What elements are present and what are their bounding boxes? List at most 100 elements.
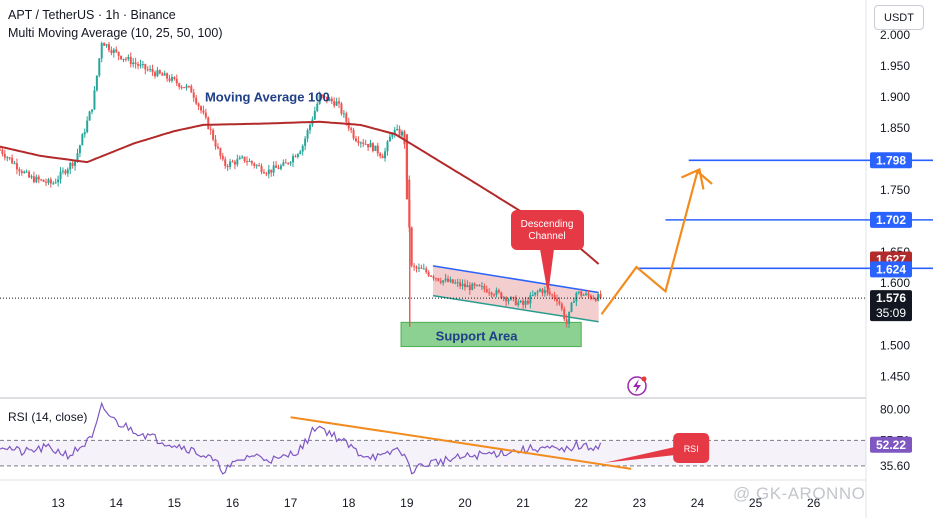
- candle-body: [318, 94, 321, 104]
- candle-body: [374, 145, 377, 151]
- candle-body: [95, 75, 98, 91]
- candle-body: [226, 166, 229, 168]
- rsi-tag-label: RSI: [684, 444, 699, 454]
- candle-body: [284, 162, 287, 164]
- candle-body: [137, 64, 140, 66]
- candle-body: [107, 44, 110, 51]
- candle-body: [430, 275, 433, 277]
- rsi-tag-box: [673, 433, 710, 463]
- candle-body: [599, 294, 602, 299]
- x-tick-label: 16: [226, 496, 240, 510]
- candle-body: [376, 145, 379, 154]
- candle-body: [308, 124, 311, 131]
- y-tick-label: 1.500: [880, 338, 910, 352]
- candles-group: [0, 41, 602, 328]
- symbol-title[interactable]: APT / TetherUS · 1h · Binance: [8, 8, 176, 22]
- price-axis-label: 1.702: [876, 213, 906, 227]
- candle-body: [531, 295, 534, 297]
- candle-body: [568, 311, 571, 324]
- candle-body: [316, 103, 319, 112]
- rsi-line: [0, 401, 602, 475]
- candle-body: [560, 303, 563, 309]
- candle-body: [427, 272, 430, 276]
- candle-body: [265, 173, 268, 175]
- candle-body: [241, 156, 244, 158]
- indicator-title[interactable]: Multi Moving Average (10, 25, 50, 100): [8, 26, 223, 40]
- channel-tag-box: [511, 210, 584, 250]
- candle-body: [275, 165, 278, 168]
- candle-body: [32, 176, 35, 183]
- rsi-level-label: 35.60: [880, 459, 910, 473]
- candle-body: [304, 138, 307, 146]
- support-area-label: Support Area: [436, 328, 519, 343]
- candle-body: [483, 286, 486, 290]
- y-tick-label: 1.450: [880, 369, 910, 383]
- candle-body: [553, 295, 556, 299]
- candle-body: [471, 283, 474, 290]
- y-tick-label: 1.950: [880, 59, 910, 73]
- x-tick-label: 25: [749, 496, 763, 510]
- candle-body: [563, 308, 566, 320]
- candle-body: [548, 291, 551, 295]
- candle-body: [6, 157, 9, 159]
- candle-body: [551, 294, 554, 296]
- candle-body: [592, 298, 595, 300]
- candle-body: [497, 290, 500, 293]
- candle-body: [335, 101, 338, 106]
- candle-body: [495, 290, 498, 295]
- candle-body: [502, 297, 505, 299]
- candle-body: [420, 267, 423, 269]
- current-price-label: 1.576: [876, 291, 906, 305]
- candle-body: [25, 171, 28, 173]
- author-watermark: @ GK-ARONNO: [733, 484, 866, 503]
- candle-body: [493, 294, 496, 296]
- moving-average-100-line: [0, 120, 600, 265]
- candle-body: [91, 109, 94, 112]
- candle-body: [127, 56, 130, 60]
- candle-body: [352, 129, 355, 139]
- candle-body: [69, 162, 72, 170]
- candle-body: [212, 130, 215, 140]
- candle-body: [480, 286, 483, 288]
- candle-body: [28, 171, 31, 178]
- candle-body: [18, 169, 21, 172]
- rsi-current-box: [870, 436, 912, 453]
- candle-body: [57, 179, 60, 183]
- candle-body: [386, 141, 389, 152]
- projection-arrowhead: [681, 167, 705, 190]
- candle-body: [321, 94, 324, 97]
- candle-body: [405, 134, 409, 200]
- candle-body: [330, 98, 333, 102]
- candle-body: [149, 69, 152, 71]
- candle-body: [507, 299, 510, 302]
- candle-body: [270, 169, 273, 173]
- candle-body: [15, 163, 18, 170]
- x-tick-label: 24: [691, 496, 705, 510]
- candle-body: [124, 58, 127, 60]
- candle-body: [231, 161, 234, 163]
- x-tick-label: 22: [575, 496, 589, 510]
- descending-channel-fill: [433, 265, 599, 322]
- candle-body: [512, 296, 515, 298]
- candle-body: [289, 162, 292, 164]
- candle-body: [543, 290, 546, 294]
- rsi-title[interactable]: RSI (14, close): [8, 410, 88, 424]
- candle-body: [301, 145, 304, 152]
- candle-body: [359, 142, 362, 144]
- candle-body: [47, 179, 50, 183]
- currency-button[interactable]: USDT: [874, 5, 924, 30]
- x-tick-label: 19: [400, 496, 414, 510]
- candle-body: [204, 112, 207, 118]
- candle-body: [74, 159, 77, 166]
- candle-body: [30, 176, 33, 178]
- candle-body: [146, 69, 149, 71]
- price-axis-label-box: [870, 152, 912, 169]
- y-tick-label: 1.900: [880, 90, 910, 104]
- candle-body: [122, 58, 125, 60]
- candle-body: [555, 298, 558, 302]
- candle-body: [432, 276, 435, 279]
- x-tick-label: 23: [633, 496, 647, 510]
- candle-body: [388, 136, 391, 142]
